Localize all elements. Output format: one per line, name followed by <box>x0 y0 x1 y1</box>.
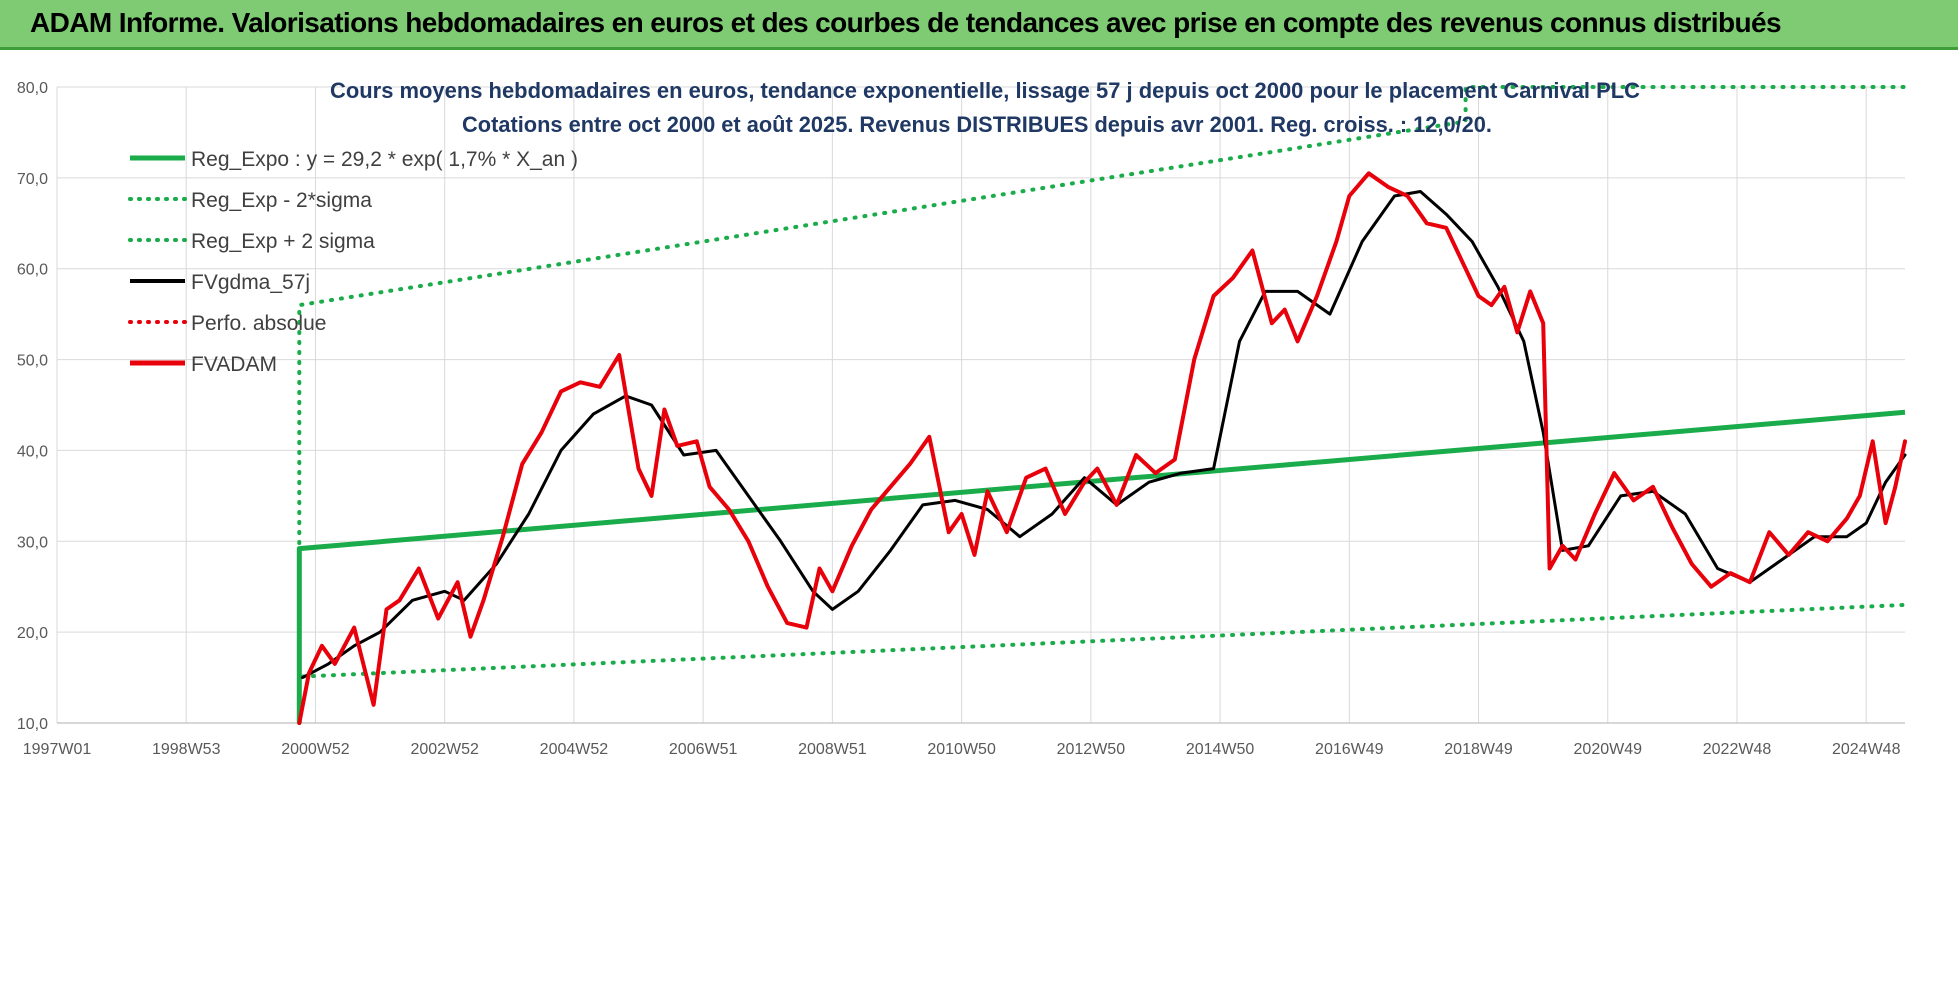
chart-subtitle: Cotations entre oct 2000 et août 2025. R… <box>462 112 1492 137</box>
y-tick-label: 60,0 <box>17 262 48 279</box>
x-tick-label: 2022W48 <box>1703 741 1772 758</box>
x-tick-label: 2016W49 <box>1315 741 1384 758</box>
y-tick-label: 40,0 <box>17 443 48 460</box>
x-tick-label: 2002W52 <box>410 741 479 758</box>
axes: 10,0 20,0 30,0 40,0 50,0 60,0 70,0 80,0 1997W01 1… <box>17 80 1905 758</box>
grid <box>56 86 1905 724</box>
x-tick-label: 2006W51 <box>669 741 738 758</box>
y-tick-label: 20,0 <box>17 625 48 642</box>
price-chart: 10,0 20,0 30,0 40,0 50,0 60,0 70,0 80,0 1997W01 1… <box>17 78 1907 758</box>
y-tick-label: 10,0 <box>17 716 48 733</box>
y-tick-label: 80,0 <box>17 80 48 97</box>
y-tick-label: 70,0 <box>17 171 48 188</box>
legend: Reg_Expo : y = 29,2 * exp( 1,7% * X_an )… <box>128 148 578 376</box>
y-tick-label: 30,0 <box>17 534 48 551</box>
x-tick-label: 2024W48 <box>1832 741 1901 758</box>
x-tick-label: 2020W49 <box>1574 741 1643 758</box>
series-line-reg_expo-0 <box>296 409 1906 723</box>
x-tick-label: 2014W50 <box>1186 741 1255 758</box>
x-tick-label: 2010W50 <box>927 741 996 758</box>
legend-label: Reg_Expo : y = 29,2 * exp( 1,7% * X_an ) <box>191 148 578 171</box>
legend-label: Reg_Exp - 2*sigma <box>191 189 372 212</box>
series-line-reg_exp-2 <box>297 85 1907 725</box>
chart-area: 10,0 20,0 30,0 40,0 50,0 60,0 70,0 80,0 1997W01 1… <box>0 50 1958 978</box>
x-tick-label: 1997W01 <box>23 741 92 758</box>
page-title: ADAM Informe. Valorisations hebdomadaire… <box>30 7 1782 38</box>
x-tick-label: 2012W50 <box>1057 741 1126 758</box>
series-line-reg_exp-1 <box>297 602 1907 725</box>
x-tick-label: 1998W53 <box>152 741 221 758</box>
chart-title: Cours moyens hebdomadaires en euros, ten… <box>330 78 1640 103</box>
series <box>296 85 1907 725</box>
series-line-fvadam-4 <box>297 171 1907 725</box>
x-tick-label: 2004W52 <box>540 741 609 758</box>
x-tick-label: 2018W49 <box>1444 741 1513 758</box>
x-tick-label: 2008W51 <box>798 741 867 758</box>
x-tick-label: 2000W52 <box>281 741 350 758</box>
legend-label: Reg_Exp + 2 sigma <box>191 230 375 253</box>
y-tick-label: 50,0 <box>17 353 48 370</box>
legend-label: FVADAM <box>191 353 277 376</box>
legend-label: Perfo. absolue <box>191 312 326 335</box>
header-banner: ADAM Informe. Valorisations hebdomadaire… <box>0 0 1958 50</box>
legend-label: FVgdma_57j <box>191 271 310 294</box>
